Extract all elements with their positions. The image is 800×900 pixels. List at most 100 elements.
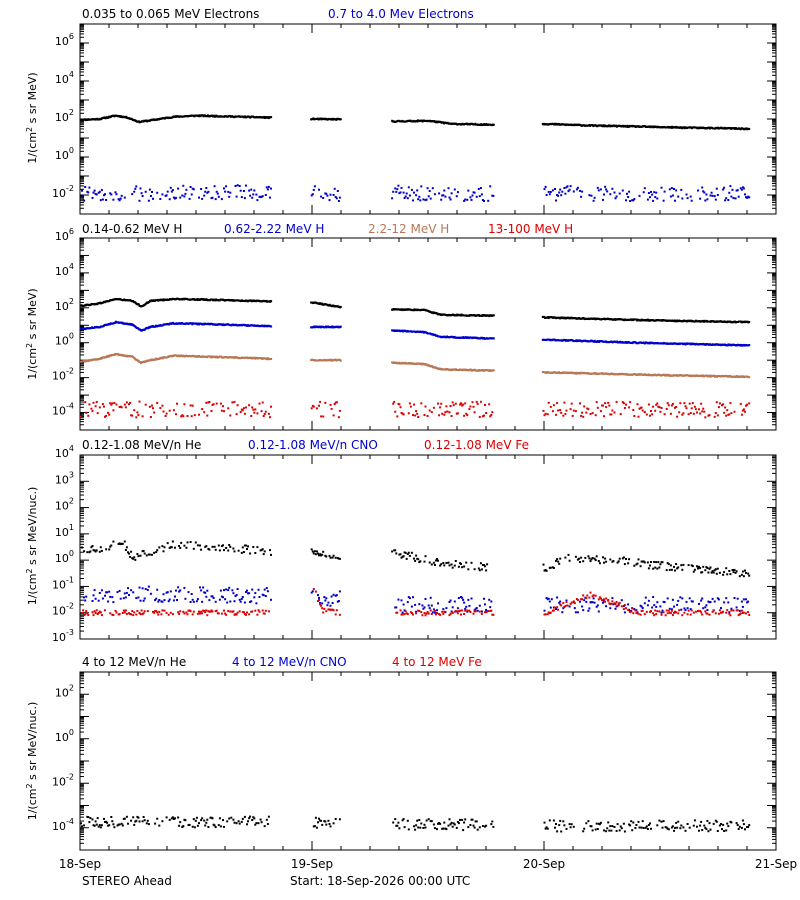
data-point [453, 564, 456, 567]
data-point [552, 404, 555, 407]
data-point [487, 199, 490, 202]
data-point [260, 549, 263, 552]
data-point [183, 195, 186, 198]
data-point [223, 410, 225, 413]
data-point [171, 540, 174, 543]
data-point [748, 574, 751, 577]
data-point [139, 599, 142, 602]
data-point [227, 549, 230, 552]
data-point [426, 187, 429, 190]
data-point [186, 613, 189, 616]
data-point [475, 400, 478, 403]
data-point [264, 609, 267, 612]
data-point [94, 550, 97, 553]
data-point [663, 190, 666, 193]
data-point [469, 405, 472, 408]
data-point [690, 600, 693, 603]
data-point [334, 556, 337, 559]
data-point [701, 410, 704, 413]
data-point [321, 602, 324, 605]
data-point [602, 601, 604, 604]
data-point [748, 196, 751, 199]
data-point [200, 589, 203, 592]
data-point [730, 195, 733, 198]
data-point [339, 359, 342, 362]
data-point [650, 561, 652, 563]
data-point [114, 191, 117, 194]
data-point [89, 550, 92, 553]
data-point [492, 314, 495, 317]
data-point [437, 602, 439, 605]
data-point [178, 590, 181, 593]
data-point [643, 602, 646, 605]
data-point [233, 600, 236, 603]
data-point [555, 559, 557, 562]
data-point [439, 406, 442, 409]
data-point [262, 553, 265, 556]
data-point [707, 571, 710, 574]
data-point [184, 597, 187, 600]
data-point [220, 198, 223, 201]
data-point [684, 405, 687, 408]
data-point [423, 560, 426, 563]
data-point [394, 606, 397, 609]
data-point [673, 565, 675, 568]
data-point [403, 609, 406, 612]
data-point [715, 401, 718, 404]
data-point [488, 403, 491, 406]
data-point [136, 610, 139, 612]
data-point [483, 414, 485, 417]
data-point [557, 560, 560, 563]
data-point [130, 550, 133, 553]
data-point [132, 614, 135, 617]
data-point [473, 568, 476, 571]
data-point [165, 591, 168, 594]
data-point [444, 411, 447, 414]
data-point [612, 603, 615, 606]
data-point [596, 604, 599, 607]
data-point [135, 613, 138, 616]
data-point [441, 412, 444, 415]
y-tick-label: 100 [55, 549, 74, 565]
data-point [708, 567, 711, 570]
data-point [654, 566, 657, 569]
data-point [722, 188, 725, 191]
data-point [447, 187, 450, 190]
data-point [97, 191, 100, 194]
data-point [655, 191, 658, 194]
data-point [228, 195, 231, 198]
data-point [111, 402, 114, 405]
data-point [599, 188, 602, 191]
data-point [391, 550, 394, 553]
data-point [189, 186, 192, 188]
data-point [594, 559, 597, 562]
data-point [603, 415, 605, 418]
data-point [720, 607, 722, 610]
data-point [128, 403, 130, 406]
data-point [265, 186, 268, 189]
data-point [206, 614, 209, 617]
data-point [591, 557, 594, 559]
data-point [260, 410, 263, 413]
data-point [148, 188, 151, 191]
data-point [542, 563, 545, 566]
data-point [267, 610, 270, 613]
data-point [433, 611, 436, 614]
data-point [586, 407, 589, 410]
data-point [329, 403, 332, 406]
data-point [400, 556, 403, 559]
data-point [552, 606, 555, 609]
data-point [264, 410, 267, 413]
data-point [101, 198, 104, 201]
data-point [703, 410, 706, 413]
data-point [242, 551, 245, 553]
data-point [415, 554, 418, 557]
data-point [138, 586, 141, 589]
data-point [236, 404, 239, 407]
data-point [572, 190, 575, 193]
data-point [450, 610, 453, 613]
data-point [132, 557, 135, 560]
data-point [146, 588, 149, 591]
data-point [104, 594, 106, 597]
data-point [589, 560, 592, 563]
